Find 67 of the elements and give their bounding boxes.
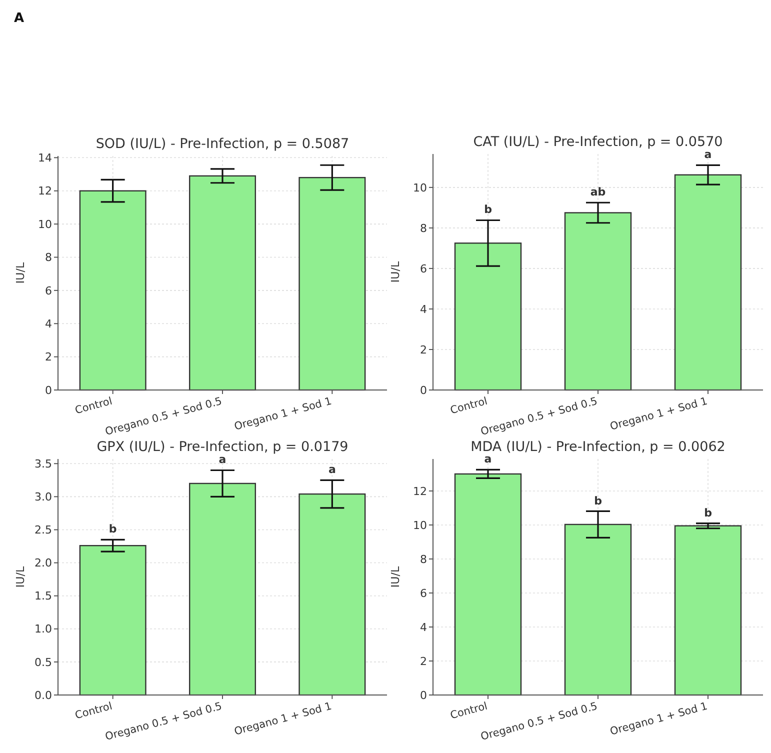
bar [564,524,632,696]
y-tick-label: 6 [420,586,427,600]
y-tick-label: 10 [413,181,427,194]
y-tick-label: 12 [38,184,52,198]
bar [674,525,742,696]
annotation: b [484,203,492,216]
y-axis-title: IU/L [389,566,402,588]
chart-title: GPX (IU/L) - Pre-Infection, p = 0.0179 [96,439,348,455]
y-tick-label: 2 [420,343,427,356]
bar [298,176,366,391]
x-tick-label: Oregano 1 + Sod 1 [232,395,333,433]
annotation: b [108,522,117,536]
y-tick-label: 0 [45,384,52,397]
y-axis-title: IU/L [14,262,27,284]
y-tick-label: 1.0 [34,622,52,636]
text: A [14,11,24,26]
bar [189,482,256,696]
y-tick-label: 8 [420,552,427,566]
y-tick-label: 10 [38,218,52,231]
chart-title: MDA (IU/L) - Pre-Infection, p = 0.0062 [470,439,726,455]
chart-title: CAT (IU/L) - Pre-Infection, p = 0.0570 [473,134,723,150]
bar [564,212,632,391]
x-tick-label: Control [448,395,489,417]
y-tick-label: 8 [45,251,52,264]
y-tick-label: 2 [45,350,52,364]
annotation: ab [590,186,606,199]
x-tick-label: Oregano 1 + Sod 1 [608,395,709,433]
x-tick-label: Control [74,700,114,722]
annotation: b [594,494,602,508]
annotation: a [704,148,712,162]
y-tick-label: 4 [45,317,52,330]
y-tick-label: 3.5 [34,457,52,470]
y-axis-title: IU/L [389,260,402,283]
y-tick-label: 10 [413,518,427,532]
y-tick-label: 2 [420,654,427,668]
x-tick-label: Control [74,395,114,417]
chart-title: SOD (IU/L) - Pre-Infection, p = 0.5087 [96,136,350,152]
x-tick-label: Oregano 1 + Sod 1 [608,700,709,738]
bar [79,545,146,696]
x-tick-label: Oregano 1 + Sod 1 [232,700,333,738]
bar [298,493,366,696]
y-tick-label: 8 [420,222,427,235]
y-tick-label: 0 [420,384,427,397]
y-tick-label: 0 [420,688,427,702]
annotation: a [484,452,492,466]
y-tick-label: 14 [38,152,52,165]
y-tick-label: 4 [420,620,427,634]
y-tick-label: 3.0 [34,490,52,504]
y-tick-label: 0.0 [34,688,52,702]
y-axis-title: IU/L [14,566,27,588]
y-tick-label: 0.5 [34,656,52,669]
y-tick-label: 2.0 [34,556,52,570]
annotation: a [218,453,226,466]
bar [454,242,522,391]
y-tick-label: 6 [420,262,427,276]
y-tick-label: 4 [420,302,427,316]
bar [189,175,256,391]
bar [454,473,522,696]
bar [79,190,146,391]
annotation: a [328,463,336,476]
annotation: b [704,506,712,520]
bar [674,174,742,391]
y-tick-label: 1.5 [34,590,52,603]
y-tick-label: 6 [45,284,52,298]
y-tick-label: 12 [413,484,427,498]
x-tick-label: Control [448,700,489,722]
y-tick-label: 2.5 [34,524,52,537]
